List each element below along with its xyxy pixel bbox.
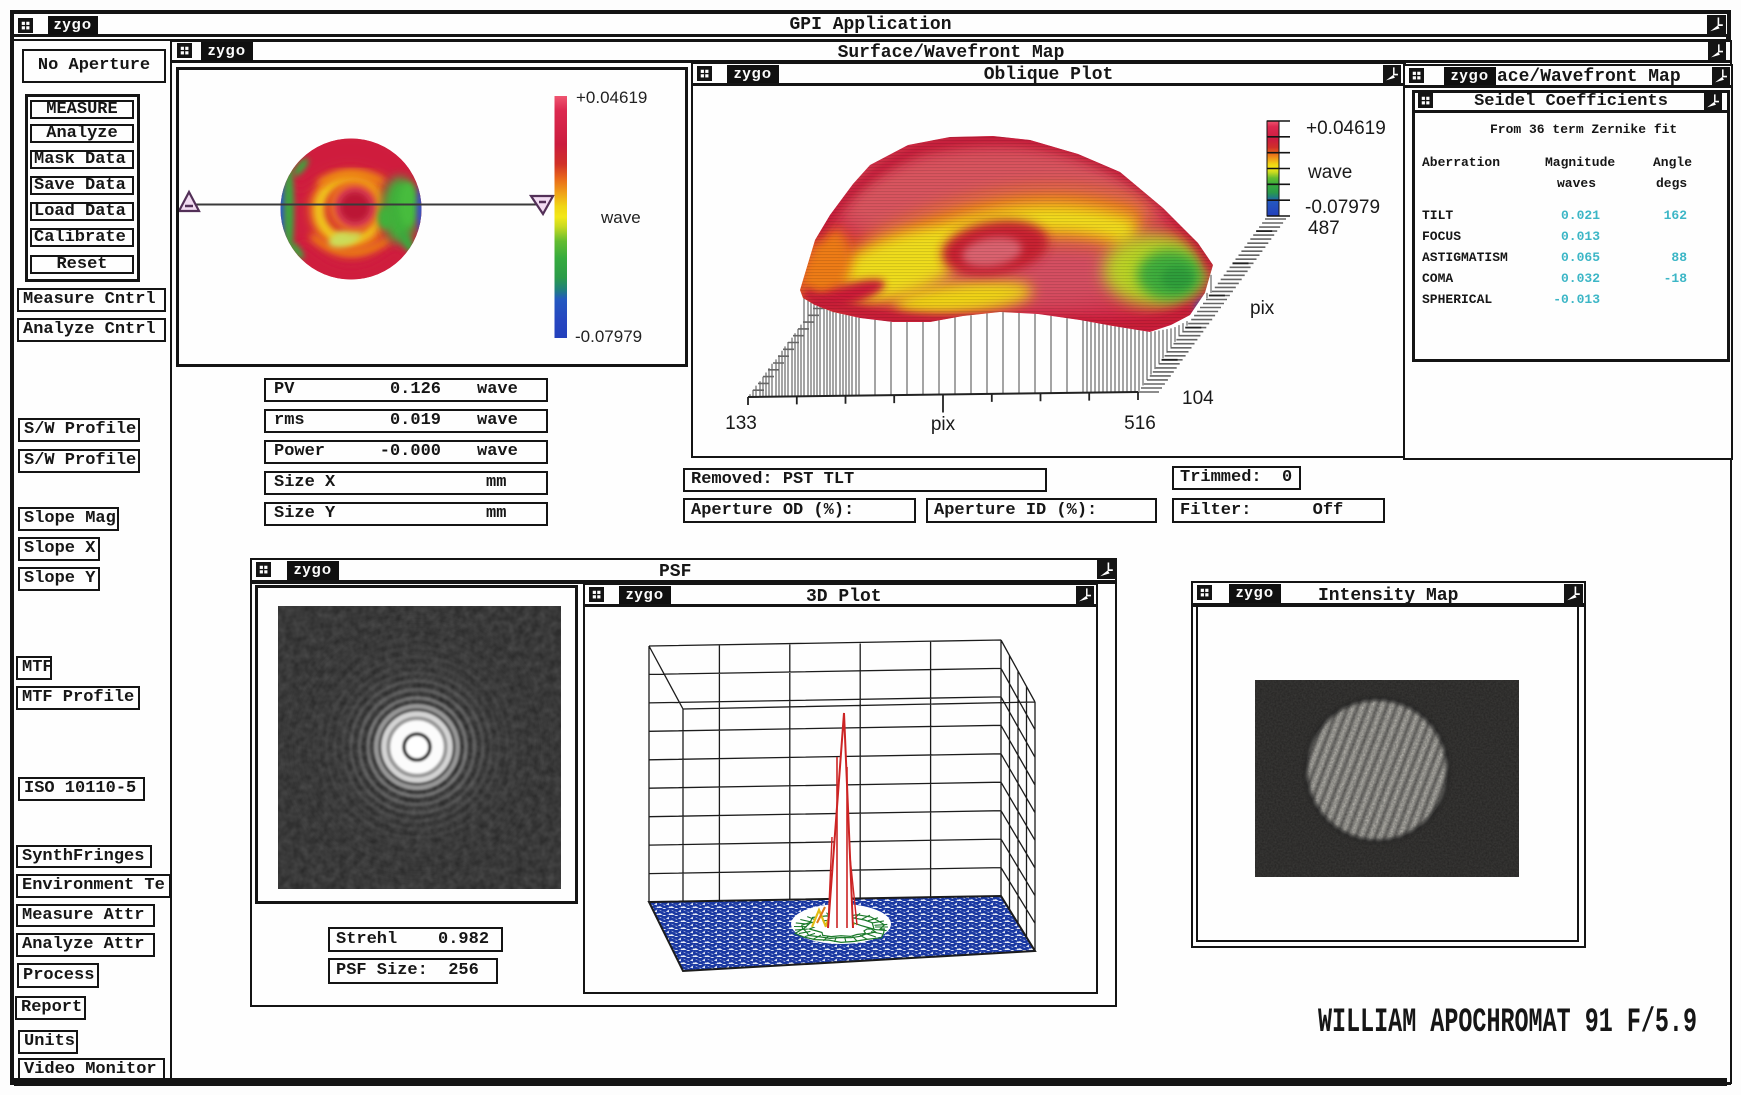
svg-text:pix: pix xyxy=(931,414,956,435)
svg-text:-0.07979: -0.07979 xyxy=(1305,197,1380,218)
svg-text:-0.07979: -0.07979 xyxy=(575,327,642,346)
svg-text:pix: pix xyxy=(1250,298,1275,319)
svg-text:487: 487 xyxy=(1308,218,1340,239)
svg-text:wave: wave xyxy=(600,208,641,227)
svg-text:104: 104 xyxy=(1182,388,1214,409)
svg-text:516: 516 xyxy=(1124,413,1156,434)
svg-text:wave: wave xyxy=(1307,162,1352,183)
svg-text:+0.04619: +0.04619 xyxy=(1306,118,1386,139)
svg-text:+0.04619: +0.04619 xyxy=(576,88,647,107)
svg-text:133: 133 xyxy=(725,413,757,434)
